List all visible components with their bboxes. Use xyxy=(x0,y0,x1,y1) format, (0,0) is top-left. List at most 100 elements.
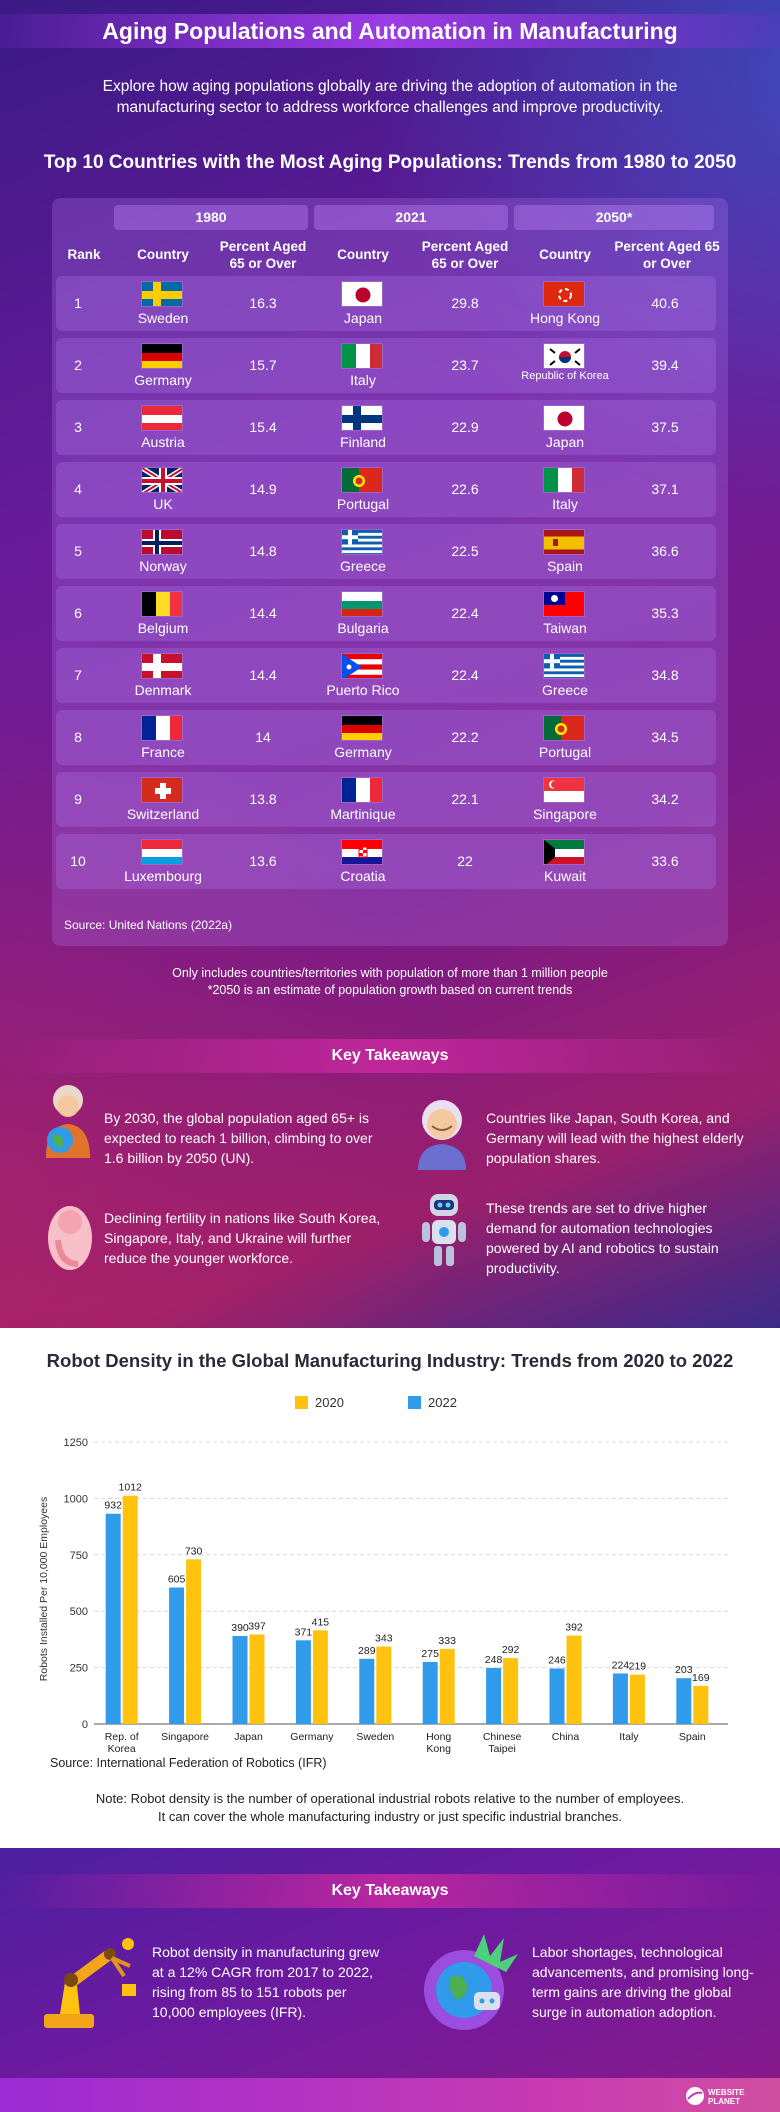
flag-bulgaria-icon xyxy=(341,591,383,617)
data-label-2022: 246 xyxy=(548,1655,566,1667)
takeaway-4-text: These trends are set to drive higher dem… xyxy=(486,1200,719,1276)
data-label-2022: 289 xyxy=(358,1645,376,1657)
flag-austria-icon xyxy=(141,405,183,431)
percent-cell-2050: 34.2 xyxy=(651,791,679,807)
table-title: Top 10 Countries with the Most Aging Pop… xyxy=(43,152,737,173)
bar-2020 xyxy=(629,1674,645,1724)
x-tick-label: Italy xyxy=(619,1731,639,1743)
country-cell-1980: Luxembourg xyxy=(124,868,202,884)
x-tick-label: Rep. of xyxy=(105,1731,139,1743)
percent-cell-2021: 29.8 xyxy=(451,295,479,311)
y-tick-label: 250 xyxy=(70,1663,88,1675)
key-takeaways-heading-2: Key Takeaways xyxy=(0,1874,780,1908)
percent-cell-2050: 37.1 xyxy=(651,481,679,497)
data-label-2020: 169 xyxy=(692,1672,710,1684)
takeaway-3-text: Declining fertility in nations like Sout… xyxy=(104,1210,381,1266)
country-cell-1980: Denmark xyxy=(134,682,192,698)
flag-japan-icon xyxy=(543,405,585,431)
flag-greece-icon xyxy=(543,653,585,679)
percent-cell-2050: 40.6 xyxy=(651,295,679,311)
elderly-woman-globe-icon xyxy=(46,1085,90,1158)
table-note-line-2: *2050 is an estimate of population growt… xyxy=(207,983,573,997)
percent-cell-2021: 22.5 xyxy=(451,543,479,559)
bar-2022 xyxy=(169,1587,185,1724)
x-tick-label: Korea xyxy=(108,1743,136,1755)
percent-cell-2050: 37.5 xyxy=(651,419,679,435)
bar-2022 xyxy=(486,1668,502,1724)
x-tick-label: Kong xyxy=(426,1743,451,1755)
flag-finland-icon xyxy=(341,405,383,431)
y-tick-label: 750 xyxy=(70,1550,88,1562)
logo-line-1: WEBSITE xyxy=(708,2088,745,2097)
chart-source: Source: International Federation of Robo… xyxy=(50,1756,327,1770)
country-cell-2050: Greece xyxy=(542,682,588,698)
website-planet-logo: WEBSITE PLANET xyxy=(686,2087,745,2106)
x-tick-label: Germany xyxy=(290,1731,334,1743)
flag-denmark-icon xyxy=(141,653,183,679)
percent-cell-2021: 22.6 xyxy=(451,481,479,497)
table-note-line-1: Only includes countries/territories with… xyxy=(172,966,608,980)
percent-cell-2021: 23.7 xyxy=(451,357,479,373)
takeaway-5-text: Robot density in manufacturing grew at a… xyxy=(152,1944,380,2020)
percent-cell-1980: 15.7 xyxy=(249,357,277,373)
bar-2022 xyxy=(612,1673,628,1724)
y-tick-label: 0 xyxy=(82,1719,88,1731)
rank-cell: 9 xyxy=(74,791,82,807)
country-cell-1980: Germany xyxy=(134,372,192,388)
x-tick-label: Singapore xyxy=(161,1731,209,1743)
data-label-2022: 203 xyxy=(675,1664,693,1676)
flag-sweden-icon xyxy=(141,281,183,307)
aging-table xyxy=(52,198,728,946)
flag-greece-icon xyxy=(341,529,383,555)
y-tick-label: 500 xyxy=(70,1606,88,1618)
flag-uk-icon xyxy=(141,467,183,493)
flag-puerto-rico-icon xyxy=(341,653,383,679)
flag-martinique-icon xyxy=(341,777,383,803)
country-header-1980: Country xyxy=(137,247,189,262)
percent-cell-1980: 16.3 xyxy=(249,295,277,311)
country-cell-2021: Portugal xyxy=(336,496,390,512)
flag-japan-icon xyxy=(341,281,383,307)
percent-cell-2050: 33.6 xyxy=(651,853,679,869)
country-cell-2021: Italy xyxy=(350,372,376,388)
country-cell-2021: Croatia xyxy=(340,868,386,884)
data-label-2020: 1012 xyxy=(119,1482,143,1494)
country-header-2050: Country xyxy=(539,247,591,262)
bar-2020 xyxy=(503,1658,519,1724)
bar-2020 xyxy=(249,1634,265,1724)
percent-cell-1980: 14.8 xyxy=(249,543,277,559)
country-cell-2050: Singapore xyxy=(533,806,597,822)
percent-cell-2021: 22.4 xyxy=(451,605,479,621)
globe-gear-icon xyxy=(424,1934,518,2030)
country-cell-2021: Germany xyxy=(334,744,392,760)
percent-cell-1980: 14 xyxy=(255,729,271,745)
data-label-2022: 224 xyxy=(612,1659,630,1671)
robotic-arm-icon xyxy=(44,1938,136,2028)
country-cell-2021: Finland xyxy=(340,434,386,450)
percent-cell-2021: 22.9 xyxy=(451,419,479,435)
percent-cell-1980: 14.4 xyxy=(249,605,277,621)
data-label-2020: 397 xyxy=(248,1620,266,1632)
percent-cell-2021: 22.1 xyxy=(451,791,479,807)
flag-belgium-icon xyxy=(141,591,183,617)
flag-germany-icon xyxy=(141,343,183,369)
fetus-icon xyxy=(48,1206,92,1270)
flag-croatia-icon xyxy=(341,839,383,865)
flag-singapore-icon xyxy=(543,777,585,803)
bar-2020 xyxy=(312,1630,328,1724)
page-title: Aging Populations and Automation in Manu… xyxy=(0,14,780,48)
country-cell-1980: Austria xyxy=(141,434,185,450)
percent-cell-1980: 13.6 xyxy=(249,853,277,869)
robot-density-section: Robot Density in the Global Manufacturin… xyxy=(0,1328,780,1848)
country-cell-2021: Martinique xyxy=(330,806,396,822)
percent-header-2021: Percent Aged 65 or Over xyxy=(421,239,509,271)
flag-switzerland-icon xyxy=(141,777,183,803)
flag-spain-icon xyxy=(543,529,585,555)
country-cell-2050: Hong Kong xyxy=(529,310,601,326)
percent-cell-2050: 35.3 xyxy=(651,605,679,621)
bar-2020 xyxy=(693,1685,709,1724)
data-label-2020: 292 xyxy=(502,1644,520,1656)
legend-label-2022: 2022 xyxy=(428,1395,457,1410)
percent-cell-1980: 15.4 xyxy=(249,419,277,435)
x-tick-label: Hong xyxy=(426,1731,451,1743)
